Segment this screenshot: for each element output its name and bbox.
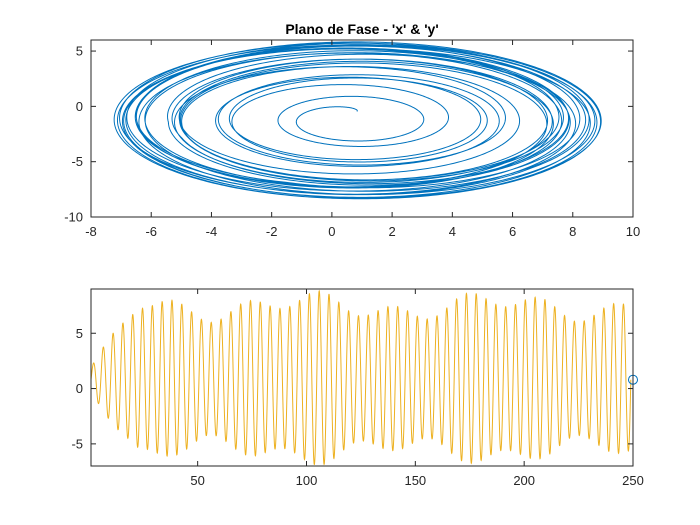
phase-plane-frame xyxy=(90,39,634,218)
phase-plane-y-tick-label: 5 xyxy=(76,44,83,59)
time-series-x-tick-label: 50 xyxy=(190,473,204,488)
phase-plane-x-tick-label: 10 xyxy=(626,224,640,239)
time-series-frame xyxy=(90,288,634,467)
time-series-x-tick-label: 100 xyxy=(296,473,318,488)
phase-plane-x-tick-label: 6 xyxy=(509,224,516,239)
phase-plane-x-tick-label: -6 xyxy=(145,224,157,239)
phase-plane-x-tick-label: 0 xyxy=(328,224,335,239)
phase-plane-x-tick-label: -4 xyxy=(206,224,218,239)
phase-plane-y-tick-label: -10 xyxy=(64,210,83,225)
phase-plane-axes: Plano de Fase - 'x' & 'y' -8 -6 -4 -2 0 2 4 6 8 1… xyxy=(64,21,640,239)
phase-plane-title: Plano de Fase - 'x' & 'y' xyxy=(285,21,438,37)
phase-plane-ticks: -8 -6 -4 -2 0 2 4 6 8 10 -10 -5 0 5 xyxy=(64,40,640,239)
phase-plane-y-tick-label: -5 xyxy=(71,154,83,169)
phase-plane-x-tick-label: 2 xyxy=(388,224,395,239)
phase-plane-x-tick-label: -8 xyxy=(85,224,97,239)
time-series-x-tick-label: 250 xyxy=(622,473,644,488)
time-series-x-tick-label: 150 xyxy=(404,473,426,488)
time-series-ticks: 50 100 150 200 250 -5 0 5 xyxy=(71,289,644,488)
phase-plane-trajectory xyxy=(113,41,602,200)
time-series-x-tick-label: 200 xyxy=(513,473,535,488)
time-series-axes: 50 100 150 200 250 -5 0 5 xyxy=(71,288,644,488)
phase-plane-x-tick-label: 8 xyxy=(569,224,576,239)
time-series-line xyxy=(90,289,632,466)
phase-plane-x-tick-label: -2 xyxy=(266,224,278,239)
time-series-y-tick-label: 5 xyxy=(76,326,83,341)
phase-plane-x-tick-label: 4 xyxy=(449,224,456,239)
phase-plane-data xyxy=(113,41,602,200)
time-series-y-tick-label: -5 xyxy=(71,436,83,451)
time-series-y-tick-label: 0 xyxy=(76,381,83,396)
phase-plane-y-tick-label: 0 xyxy=(76,99,83,114)
